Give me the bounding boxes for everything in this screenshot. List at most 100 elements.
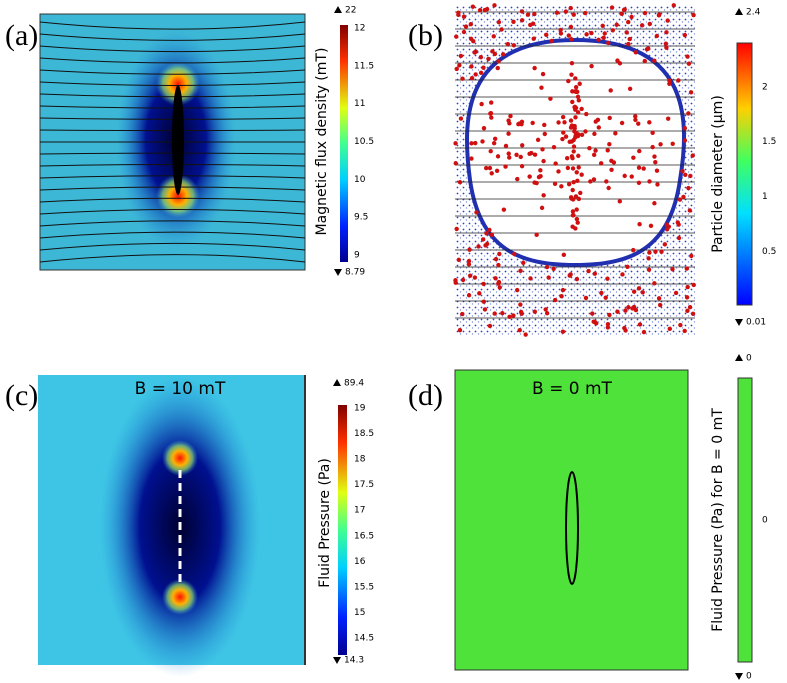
field-line — [39, 57, 306, 64]
particle — [664, 30, 669, 35]
sheet — [565, 471, 579, 585]
panel-label: (b) — [408, 19, 443, 52]
particle — [614, 22, 619, 27]
particle — [473, 140, 478, 146]
particle — [527, 174, 532, 179]
particle — [560, 136, 565, 142]
particle — [569, 139, 574, 144]
particle — [511, 43, 517, 48]
particle — [647, 21, 653, 27]
particle — [636, 121, 641, 126]
particle — [481, 281, 486, 287]
particle — [583, 129, 588, 134]
max-marker — [735, 8, 743, 15]
particle — [476, 244, 481, 249]
particle — [659, 249, 664, 254]
particle — [552, 297, 558, 303]
particle — [682, 32, 688, 38]
particle — [489, 171, 494, 176]
hot-spot — [162, 440, 198, 476]
particle — [667, 81, 672, 86]
particle — [479, 101, 484, 107]
particle — [467, 273, 473, 278]
particle — [503, 164, 508, 169]
particle — [599, 290, 604, 296]
colorbar-tick-label: 12 — [354, 24, 365, 34]
colorbar-tick-label: 11.5 — [354, 61, 374, 71]
particle — [543, 307, 548, 312]
particle — [619, 120, 625, 126]
particle — [469, 75, 475, 81]
particle — [688, 173, 693, 179]
particle — [682, 126, 688, 131]
min-marker — [334, 269, 342, 276]
particle — [656, 13, 662, 18]
particle — [665, 116, 671, 121]
field-line — [39, 81, 306, 86]
panel-title: B = 10 mT — [135, 379, 226, 399]
particle — [573, 194, 579, 199]
particle — [472, 275, 478, 280]
particle — [539, 205, 545, 211]
particle — [519, 18, 525, 23]
particle — [568, 195, 574, 200]
particle — [576, 153, 581, 159]
particle — [579, 172, 584, 177]
max-marker — [333, 379, 341, 386]
particle — [535, 137, 541, 143]
particle — [566, 33, 571, 38]
particle — [663, 41, 669, 46]
particle — [528, 22, 533, 28]
particle — [454, 66, 459, 72]
colorbar-label: Particle diameter (μm) — [710, 95, 726, 253]
particle — [551, 145, 557, 150]
particle — [486, 56, 491, 62]
particle — [561, 252, 567, 258]
colorbar-tick-label: 15 — [354, 608, 365, 618]
particle — [559, 184, 564, 189]
particle — [477, 8, 483, 13]
particle — [569, 60, 575, 66]
panel-label: (a) — [5, 19, 38, 52]
particle — [609, 5, 615, 10]
particle — [595, 117, 601, 122]
particle — [656, 296, 662, 301]
particle — [655, 182, 660, 187]
particle — [586, 268, 591, 274]
particle — [684, 266, 690, 271]
particle — [589, 63, 594, 69]
particle — [484, 241, 490, 247]
particle — [647, 120, 652, 125]
particle — [554, 10, 560, 15]
colorbar-label: Fluid Pressure (Pa) — [317, 458, 333, 588]
particle — [624, 30, 629, 35]
particle — [575, 178, 580, 183]
particle — [607, 142, 612, 147]
particle — [460, 277, 466, 283]
particle — [494, 168, 500, 173]
particle — [633, 114, 638, 119]
particle — [492, 3, 497, 8]
colorbar — [737, 377, 753, 663]
particle — [523, 332, 528, 337]
particle — [662, 242, 668, 247]
particle — [556, 169, 561, 174]
particle — [487, 227, 492, 233]
particle — [568, 272, 573, 277]
particle — [623, 308, 628, 313]
particle — [620, 272, 625, 277]
colorbar-tick-label: 16 — [354, 557, 366, 567]
particle — [650, 130, 655, 136]
particle — [652, 201, 657, 206]
particle — [596, 125, 602, 130]
particle — [456, 257, 462, 263]
particle — [466, 262, 472, 267]
particle — [518, 154, 523, 160]
particle — [478, 70, 484, 75]
particle — [605, 276, 610, 281]
particle — [549, 38, 555, 44]
particle — [525, 12, 531, 17]
particle — [648, 223, 654, 229]
particle — [570, 99, 575, 105]
particle — [593, 148, 598, 153]
